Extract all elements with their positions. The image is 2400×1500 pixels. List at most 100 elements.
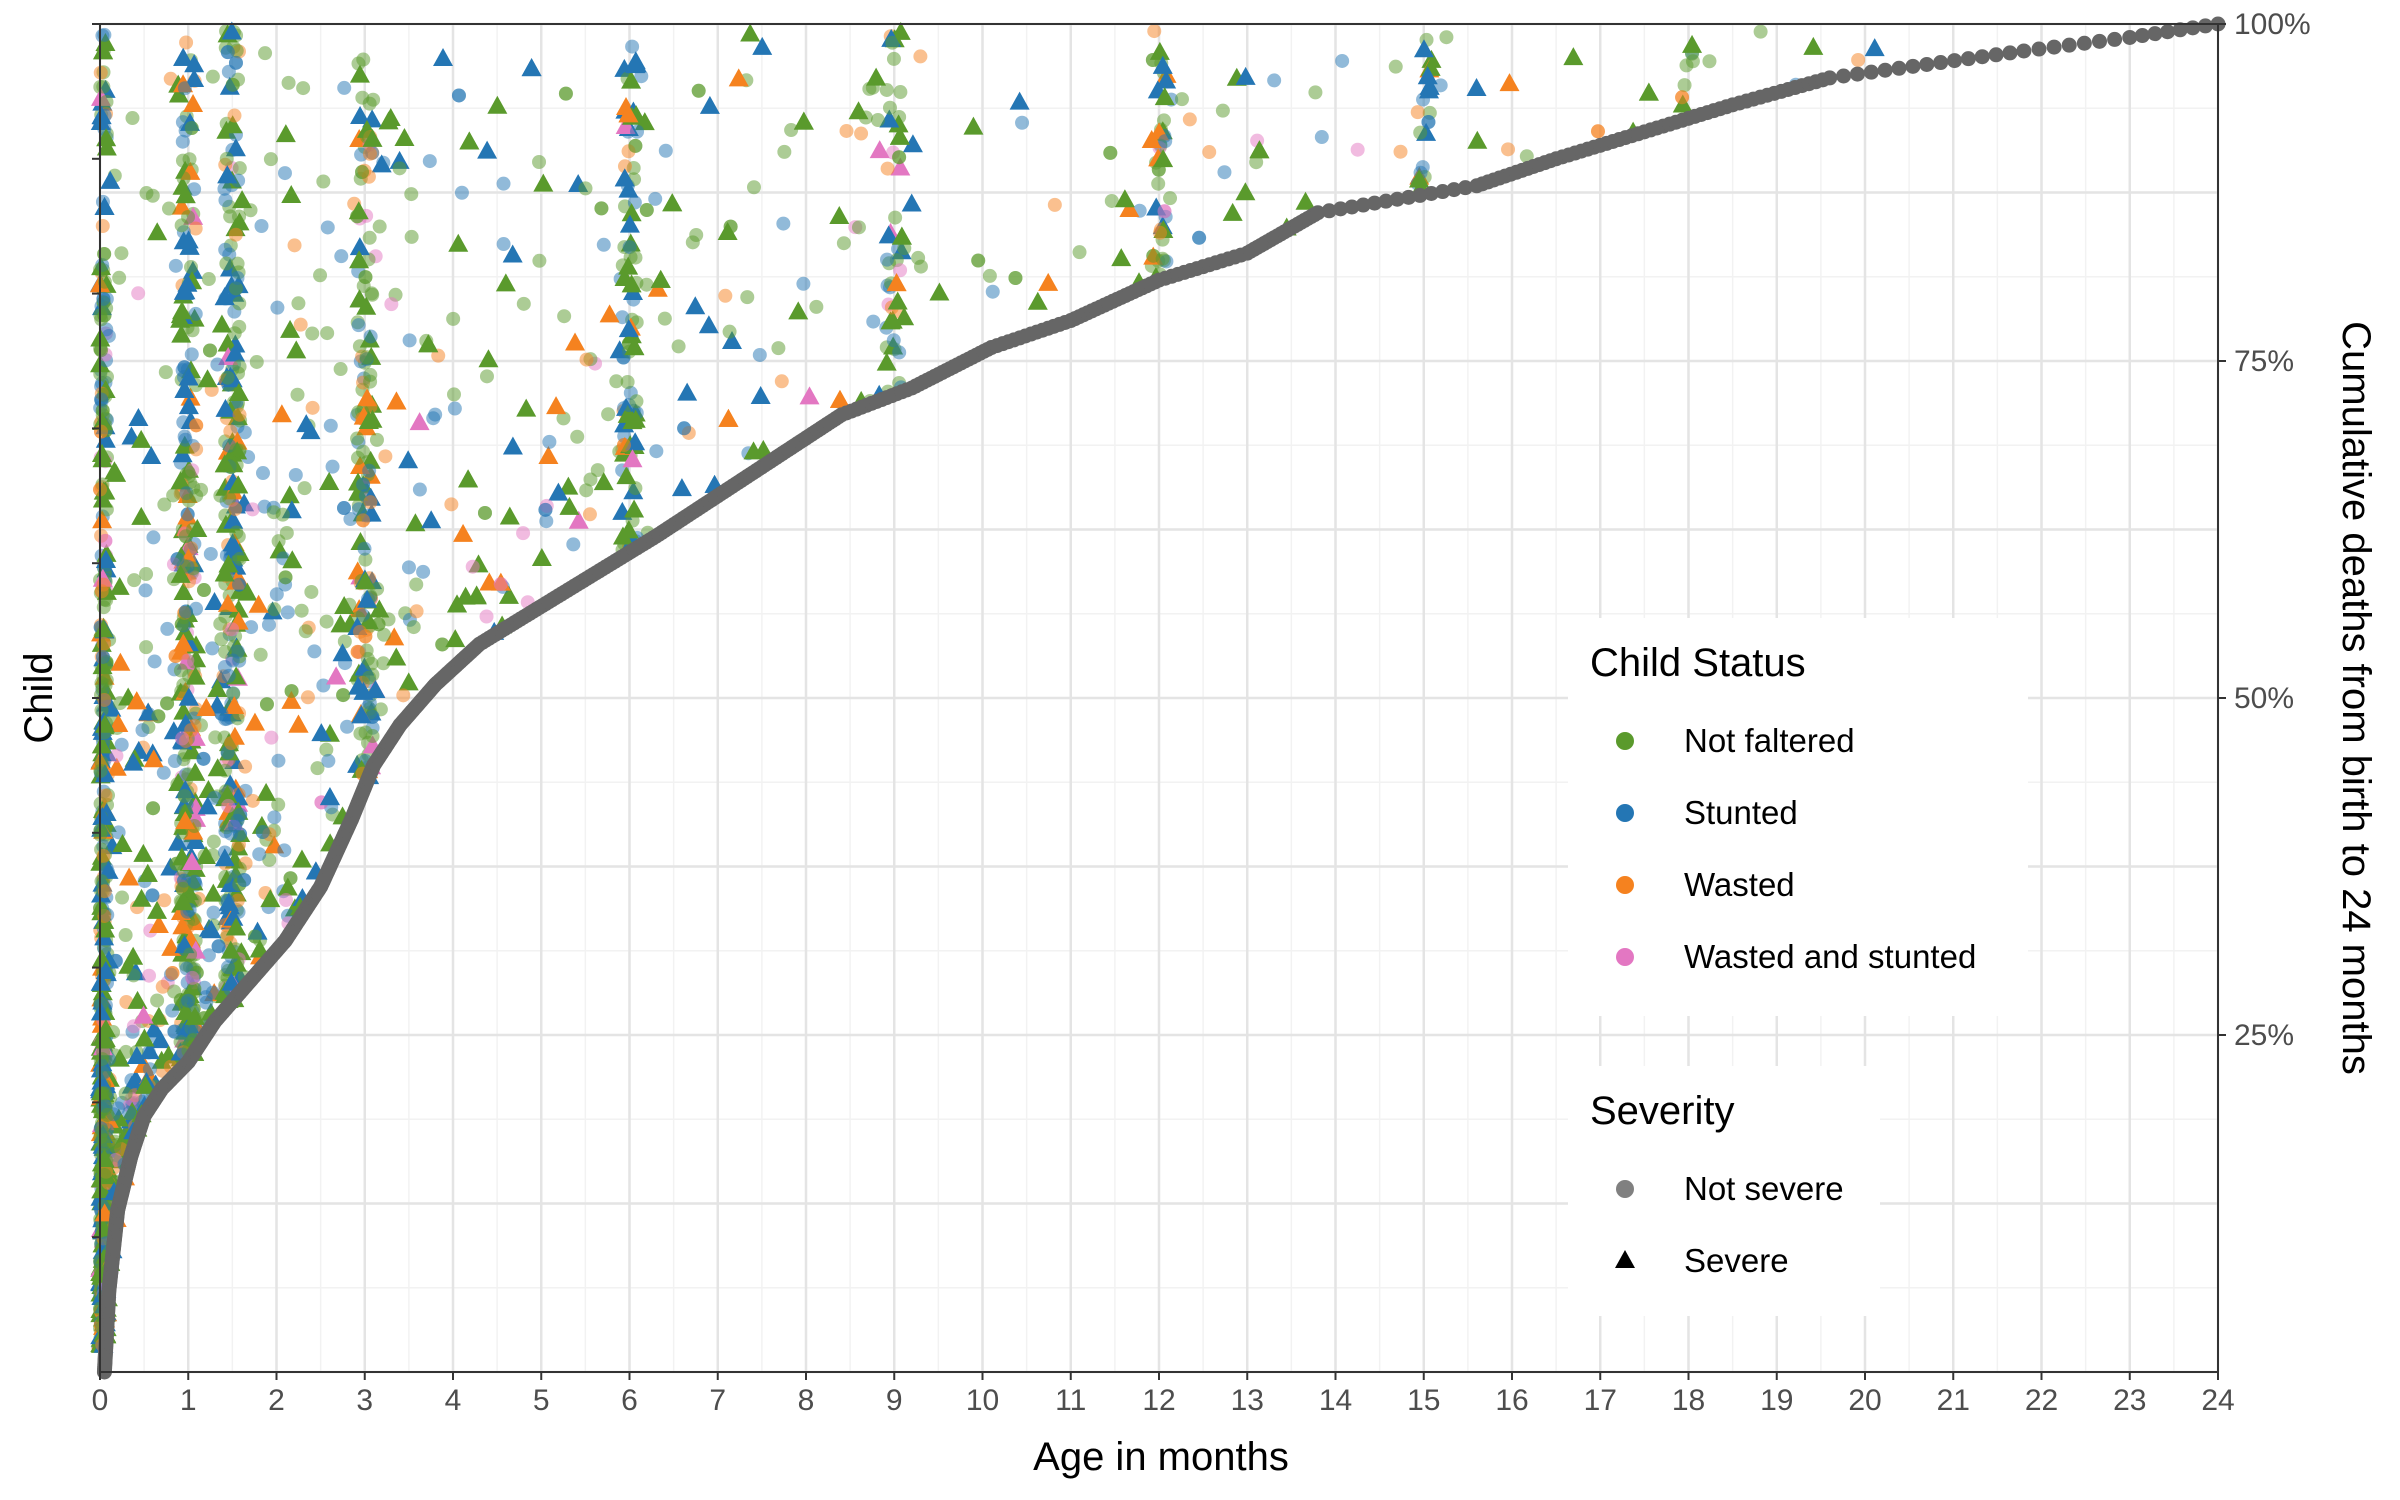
point-not-faltered	[851, 220, 866, 235]
point-not-faltered	[176, 171, 191, 186]
point-stunted-severe	[548, 482, 569, 501]
point-not-faltered	[609, 374, 624, 389]
point-stunted	[416, 564, 431, 579]
point-stunted-severe	[619, 214, 640, 233]
point-wasted	[155, 979, 170, 994]
point-not-faltered	[219, 151, 234, 166]
point-not-faltered-severe	[405, 513, 426, 532]
point-stunted	[237, 873, 252, 888]
point-stunted	[178, 432, 193, 447]
point-not-faltered	[336, 688, 351, 703]
legend-severe-label: Severe	[1684, 1242, 1789, 1279]
point-not-faltered	[409, 577, 424, 592]
curve-point	[1822, 70, 1838, 86]
point-wasted-severe	[886, 273, 907, 292]
point-wasted	[617, 159, 632, 174]
point-not-faltered	[259, 697, 274, 712]
point-not-faltered	[294, 603, 309, 618]
point-not-faltered	[639, 277, 654, 292]
point-stunted-severe	[179, 236, 200, 255]
point-not-faltered	[161, 201, 176, 216]
point-stunted-severe	[225, 343, 246, 362]
point-not-faltered-severe	[228, 475, 249, 494]
x-tick-label: 22	[2025, 1384, 2058, 1417]
x-tick-label: 1	[180, 1384, 197, 1417]
point-not-faltered	[362, 670, 377, 685]
point-stunted	[323, 418, 338, 433]
point-wasted-severe	[1119, 198, 1140, 217]
legend-severity: Severity Not severe Severe	[1568, 1066, 1880, 1316]
point-wasted	[774, 374, 789, 389]
point-stunted-severe	[332, 643, 353, 662]
point-wasted-and-stunted	[180, 653, 195, 668]
legend-status-title: Child Status	[1590, 641, 1806, 685]
point-wasted-severe	[224, 695, 245, 714]
point-not-faltered	[99, 502, 114, 517]
point-stunted	[356, 477, 371, 492]
point-wasted-and-stunted	[465, 559, 480, 574]
point-wasted	[98, 788, 113, 803]
point-not-faltered	[183, 947, 198, 962]
point-not-faltered-severe	[487, 95, 508, 114]
point-not-faltered	[435, 637, 450, 652]
point-not-faltered	[1685, 46, 1700, 61]
point-not-faltered	[271, 797, 286, 812]
point-stunted	[280, 605, 295, 620]
point-stunted-severe	[139, 1041, 160, 1060]
point-not-faltered-severe	[963, 116, 984, 135]
point-not-faltered	[181, 493, 196, 508]
point-wasted-severe	[453, 523, 474, 542]
point-stunted	[1433, 78, 1448, 93]
point-stunted	[1335, 53, 1350, 68]
point-stunted-severe	[223, 510, 244, 529]
point-not-faltered	[94, 343, 109, 358]
point-not-faltered-severe	[1027, 291, 1048, 310]
point-wasted-and-stunted-severe	[181, 852, 202, 871]
point-not-faltered	[359, 350, 374, 365]
point-stunted	[124, 1073, 139, 1088]
point-not-faltered-severe	[621, 203, 642, 222]
point-stunted-severe	[1235, 66, 1256, 85]
point-wasted-and-stunted	[175, 731, 190, 746]
point-wasted-and-stunted-severe	[326, 666, 347, 685]
point-not-faltered	[146, 801, 161, 816]
point-not-faltered	[355, 90, 370, 105]
point-not-faltered-severe	[91, 1180, 112, 1199]
point-wasted-severe	[565, 332, 586, 351]
point-stunted	[218, 242, 233, 257]
point-not-faltered-severe	[349, 250, 370, 269]
point-wasted-severe	[1499, 73, 1520, 92]
point-not-faltered-severe	[131, 429, 152, 448]
point-not-faltered	[126, 968, 141, 983]
point-not-faltered	[203, 343, 218, 358]
point-not-faltered-severe	[256, 782, 277, 801]
point-not-faltered	[746, 180, 761, 195]
point-not-faltered	[196, 583, 211, 598]
point-not-faltered	[337, 634, 352, 649]
point-stunted-severe	[1419, 76, 1440, 95]
point-stunted	[288, 468, 303, 483]
point-stunted-severe	[197, 796, 218, 815]
point-not-faltered	[304, 584, 319, 599]
x-axis-title: Age in months	[1033, 1435, 1289, 1479]
point-stunted-severe	[128, 407, 149, 426]
point-not-faltered	[809, 299, 824, 314]
point-not-faltered	[888, 210, 903, 225]
point-not-faltered	[174, 617, 189, 632]
point-not-faltered	[96, 600, 111, 615]
curve-point	[2091, 33, 2107, 49]
point-stunted-severe	[141, 446, 162, 465]
point-not-faltered	[893, 85, 908, 100]
point-stunted	[886, 333, 901, 348]
point-not-faltered	[364, 656, 379, 671]
point-wasted-severe	[1038, 272, 1059, 291]
point-not-faltered	[298, 624, 313, 639]
point-stunted-severe	[204, 591, 225, 610]
point-stunted-severe	[214, 287, 235, 306]
point-stunted	[220, 960, 235, 975]
point-not-faltered	[177, 789, 192, 804]
point-stunted-severe	[184, 54, 205, 73]
curve-point	[1877, 62, 1893, 78]
curve-point	[1947, 53, 1963, 69]
point-not-faltered	[657, 311, 672, 326]
